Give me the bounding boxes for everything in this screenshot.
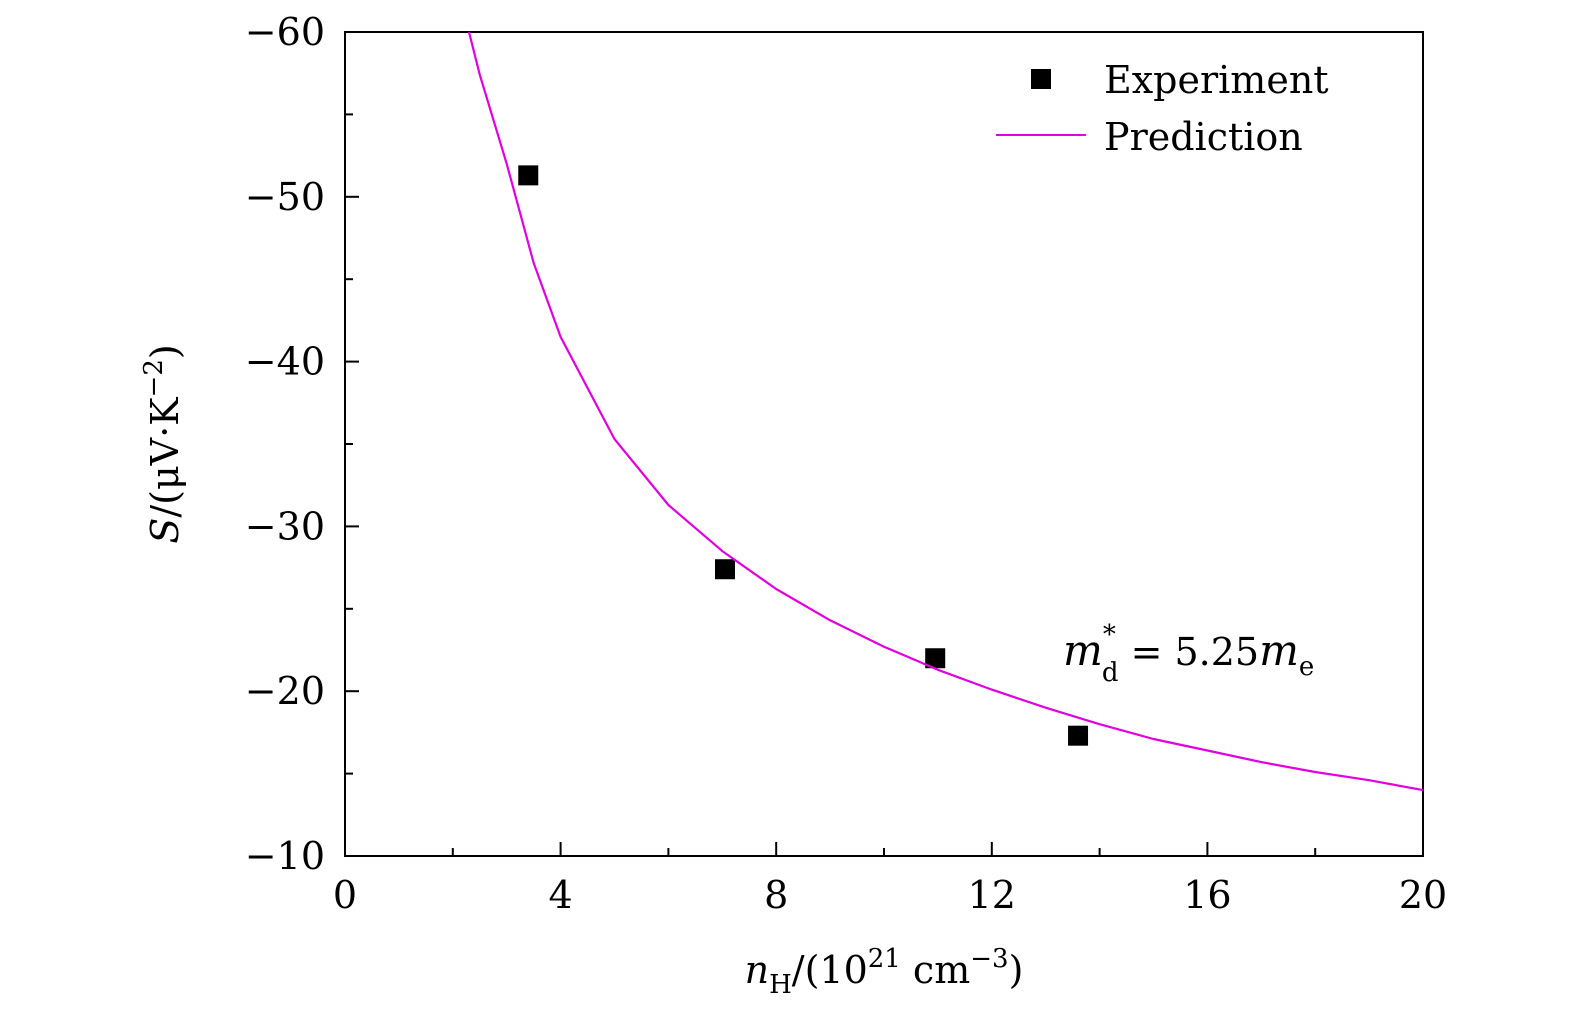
annotation-effective-mass: m* d = 5.25me bbox=[1063, 620, 1314, 688]
x-tick-label: 0 bbox=[333, 873, 357, 917]
legend-label-experiment: Experiment bbox=[1104, 58, 1329, 102]
series-layer bbox=[467, 31, 1424, 792]
experiment-point bbox=[714, 559, 735, 580]
experiment-point bbox=[1068, 725, 1089, 746]
y-tick-label: −30 bbox=[245, 504, 325, 548]
x-tick-label: 4 bbox=[549, 873, 573, 917]
y-tick-label: −60 bbox=[245, 10, 325, 54]
prediction-curve bbox=[467, 31, 1424, 792]
x-tick-label: 20 bbox=[1399, 873, 1447, 917]
legend: Experiment Prediction bbox=[996, 58, 1329, 159]
y-axis-title: S/(μV·K−2) bbox=[139, 344, 187, 543]
y-tick-label: −10 bbox=[245, 834, 325, 878]
y-tick-label: −50 bbox=[245, 175, 325, 219]
experiment-point bbox=[518, 165, 539, 186]
legend-label-prediction: Prediction bbox=[1104, 115, 1303, 159]
x-axis-title: nH/(1021 cm−3) bbox=[745, 944, 1024, 1000]
x-tick-label: 8 bbox=[764, 873, 788, 917]
y-tick-label: −20 bbox=[245, 669, 325, 713]
x-tick-label: 12 bbox=[968, 873, 1016, 917]
x-tick-label: 16 bbox=[1183, 873, 1231, 917]
y-tick-label: −40 bbox=[245, 340, 325, 384]
legend-marker-experiment bbox=[1031, 69, 1051, 89]
experiment-point bbox=[925, 648, 946, 669]
tick-labels: 0 4 8 12 16 20 −60 −50 −40 −30 −20 −10 bbox=[245, 10, 1447, 917]
ticks bbox=[344, 31, 1424, 857]
